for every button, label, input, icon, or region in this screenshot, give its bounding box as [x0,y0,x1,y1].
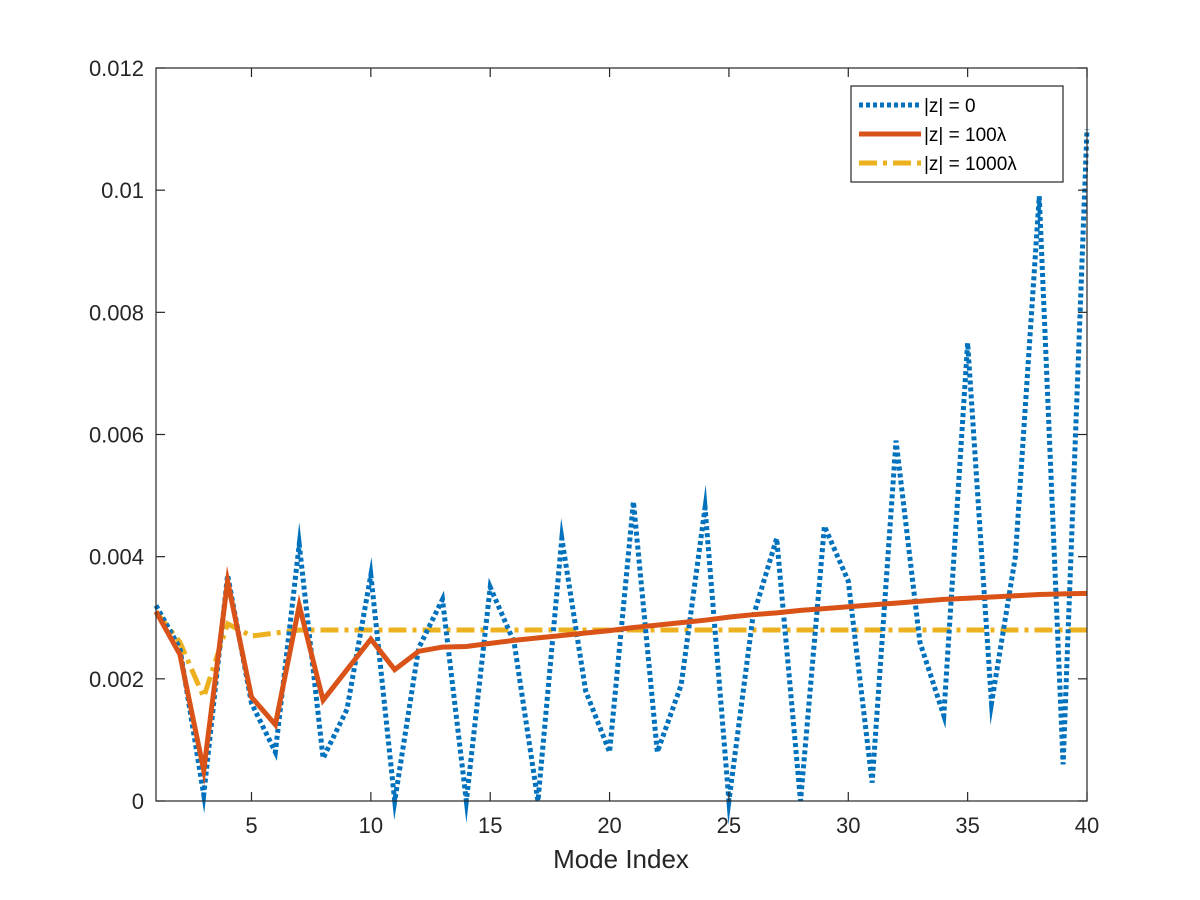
x-tick-label: 40 [1075,813,1099,838]
plot-area [156,68,1087,801]
series-line-2 [153,565,1088,786]
x-tick-label: 20 [597,813,621,838]
y-tick-label: 0.002 [89,667,144,692]
x-tick-label: 35 [955,813,979,838]
axes-box [155,67,1088,802]
y-tick-label: 0.008 [89,300,144,325]
series-layer [153,128,1090,825]
y-tick-label: 0.01 [101,178,144,203]
x-tick-label: 10 [359,813,383,838]
legend[interactable]: |z| = 0 |z| = 100λ |z| = 1000λ [850,85,1064,183]
legend-label-2: |z| = 100λ [924,125,1007,146]
legend-label-3: |z| = 1000λ [924,154,1017,175]
y-tick-label: 0.012 [89,56,144,81]
x-axis-label: Mode Index [553,844,689,874]
legend-label-1: |z| = 0 [924,96,976,117]
tick-label-layer: 5 10 15 20 25 30 35 40 0 0.002 0.004 0.006 0.008 0.01… [89,56,1099,838]
x-tick-label: 5 [245,813,257,838]
y-tick-label: 0 [132,789,144,814]
y-tick-label: 0.004 [89,545,144,570]
y-tick-label: 0.006 [89,423,144,448]
x-tick-label: 15 [478,813,502,838]
x-tick-label: 30 [836,813,860,838]
x-tick-label: 25 [717,813,741,838]
